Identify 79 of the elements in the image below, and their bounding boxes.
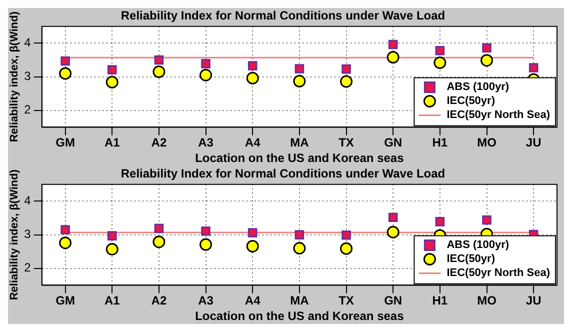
point [201,59,210,68]
x-tick-label: JU [526,136,542,150]
x-tick-label: A1 [104,136,120,150]
x-axis-title: Location on the US and Korean seas [195,151,404,166]
x-tick-label: TX [338,294,354,308]
point [60,56,70,66]
y-tick-label: 2 [24,102,32,117]
y-axis-title: Reliability index, β(Wind) [8,11,21,142]
point [152,66,166,78]
point [201,226,210,236]
point [200,68,212,82]
x-tick-label: GM [56,294,75,308]
legend-label: IEC(50yr North Sea) [446,109,550,122]
y-tick-label: 2 [24,260,32,275]
point [107,65,117,74]
x-tick-label: GM [56,136,75,150]
point [340,75,353,88]
y-tick-label: 3 [24,69,32,84]
x-tick-label: A1 [104,294,120,308]
point [106,76,118,88]
x-tick-label: MA [290,294,310,308]
point [293,242,306,254]
y-tick-label: 3 [24,227,32,242]
x-tick-label: JU [526,294,542,308]
x-tick-label: GN [384,136,402,150]
point [480,54,494,67]
legend-label: ABS (100yr) [446,239,510,252]
point [434,56,446,69]
y-axis-title: Reliability index, β(Wind) [8,169,21,300]
point [106,243,118,256]
point [154,224,164,234]
x-tick-label: A3 [198,294,214,308]
x-tick-label: A4 [244,136,261,150]
point [246,240,259,252]
x-tick-label: MA [290,136,310,150]
point [342,230,351,240]
chart-title: Reliability Index for Normal Conditions under Wave Load [120,8,446,23]
x-axis-title: Location on the US and Korean seas [195,309,404,324]
x-tick-label: H1 [432,294,448,308]
point [248,61,258,70]
legend-label: IEC(50yr North Sea) [446,267,550,280]
point [59,67,72,80]
x-tick-label: MO [477,294,496,308]
point [293,74,306,88]
point [59,236,72,250]
point [435,217,445,226]
point [388,212,398,222]
point [340,242,353,255]
point [154,55,164,65]
x-tick-label: A2 [151,294,167,308]
point [342,64,351,74]
point [248,228,258,238]
chart-title: Reliability Index for Normal Conditions under Wave Load [120,166,446,181]
point [294,64,304,74]
x-tick-label: TX [338,136,354,150]
point [386,226,400,238]
legend-label: ABS (100yr) [446,81,510,94]
point [246,72,259,84]
point [60,225,70,234]
point [528,63,538,72]
x-tick-label: A2 [151,136,167,150]
point [482,43,492,53]
point [388,40,398,50]
x-tick-label: A3 [198,136,214,150]
y-tick-label: 4 [24,194,32,208]
legend-label: IEC(50yr) [446,95,496,108]
x-tick-label: A4 [244,294,261,308]
legend-label: IEC(50yr) [446,253,496,266]
point [482,215,492,225]
point [152,236,166,248]
y-tick-label: 4 [24,36,32,50]
x-tick-label: GN [384,294,402,308]
point [107,231,117,240]
point [386,51,400,64]
point [435,46,445,56]
x-tick-label: MO [477,136,496,150]
x-tick-label: H1 [432,136,448,150]
point [294,230,304,240]
point [200,238,212,251]
